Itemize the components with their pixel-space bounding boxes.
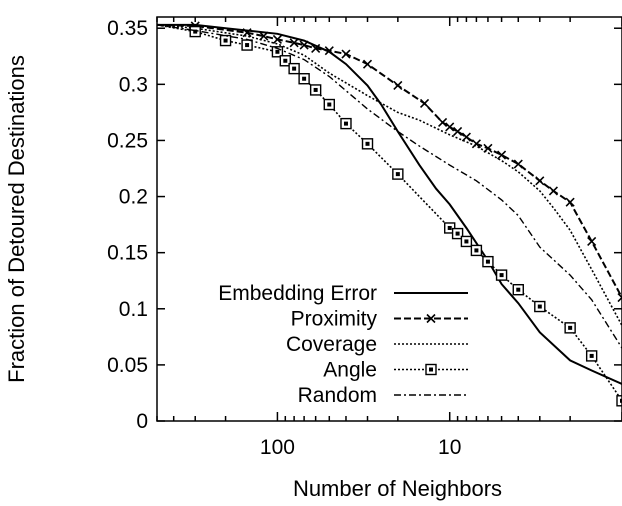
data-point: [289, 38, 299, 48]
data-point: [513, 159, 523, 169]
series-line: [157, 23, 622, 299]
series-angle: [157, 24, 622, 407]
data-point: [482, 255, 494, 268]
y-tick-label: 0.1: [119, 298, 148, 321]
y-tick-label: 0.3: [119, 73, 148, 96]
x-axis-title: Number of Neighbors: [293, 476, 502, 501]
series-embedding-error: [157, 23, 622, 385]
data-point: [298, 73, 310, 85]
data-point: [271, 46, 284, 58]
data-point: [445, 122, 455, 132]
data-point: [259, 31, 269, 41]
y-axis-title: Fraction of Detoured Destinations: [4, 55, 29, 383]
data-point: [189, 25, 201, 38]
data-point: [470, 244, 483, 257]
data-point: [393, 80, 403, 91]
legend-item: Proximity: [291, 308, 468, 331]
y-axis: 0 0.05 0.1 0.15 0.2 0.25 0.3 0.35: [107, 17, 622, 433]
data-point: [299, 40, 309, 50]
legend-item: Coverage: [286, 333, 468, 356]
data-point: [587, 236, 597, 247]
series-coverage: [157, 24, 622, 326]
series-line: [157, 24, 622, 402]
x-axis: 100 10: [156, 17, 622, 459]
series-layer: [157, 21, 622, 407]
series-random: [157, 24, 622, 349]
data-point: [460, 235, 473, 248]
data-point: [309, 84, 322, 96]
data-point: [341, 49, 351, 59]
series-line: [157, 24, 622, 349]
legend-item: Angle: [323, 359, 468, 382]
x-tick-label: 100: [260, 436, 295, 459]
y-tick-label: 0.05: [107, 354, 148, 377]
data-point: [425, 363, 437, 376]
data-point: [497, 150, 507, 160]
data-point: [288, 62, 300, 75]
x-tick-label: 10: [438, 436, 461, 459]
y-tick-label: 0.25: [107, 129, 148, 152]
legend-label: Random: [298, 384, 377, 407]
data-point: [241, 39, 253, 51]
data-point: [616, 395, 622, 407]
data-point: [535, 176, 545, 186]
data-point: [585, 350, 598, 362]
legend-item: Random: [298, 384, 468, 407]
data-point: [340, 117, 352, 130]
data-point: [495, 269, 508, 281]
series-line: [157, 23, 622, 385]
legend-label: Coverage: [286, 333, 377, 356]
data-point: [419, 98, 430, 108]
legend-label: Angle: [323, 359, 377, 382]
data-point: [471, 139, 481, 149]
data-point: [362, 59, 373, 69]
y-tick-label: 0: [136, 410, 148, 433]
data-point: [272, 34, 282, 45]
data-point: [617, 292, 622, 303]
series-line: [157, 24, 622, 326]
legend-label: Embedding Error: [218, 282, 377, 305]
data-point: [219, 34, 232, 47]
data-point: [426, 313, 436, 324]
data-point: [451, 227, 464, 240]
y-tick-label: 0.2: [119, 186, 148, 209]
series-proximity: [157, 21, 622, 303]
y-tick-label: 0.15: [107, 242, 148, 265]
data-point: [311, 43, 321, 53]
data-point: [453, 126, 463, 137]
data-point: [548, 186, 559, 196]
data-point: [323, 98, 335, 111]
plot-frame: [156, 16, 622, 422]
y-tick-label: 0.35: [107, 17, 148, 40]
data-point: [461, 132, 471, 142]
data-point: [512, 284, 524, 296]
data-point: [438, 117, 448, 128]
data-point: [361, 138, 374, 150]
data-point: [565, 197, 575, 207]
data-point: [392, 168, 404, 180]
data-point: [564, 322, 576, 334]
legend-label: Proximity: [291, 308, 378, 331]
data-point: [279, 55, 292, 67]
data-point: [324, 46, 334, 56]
data-point: [534, 300, 546, 313]
legend-item: Embedding Error: [218, 282, 468, 305]
